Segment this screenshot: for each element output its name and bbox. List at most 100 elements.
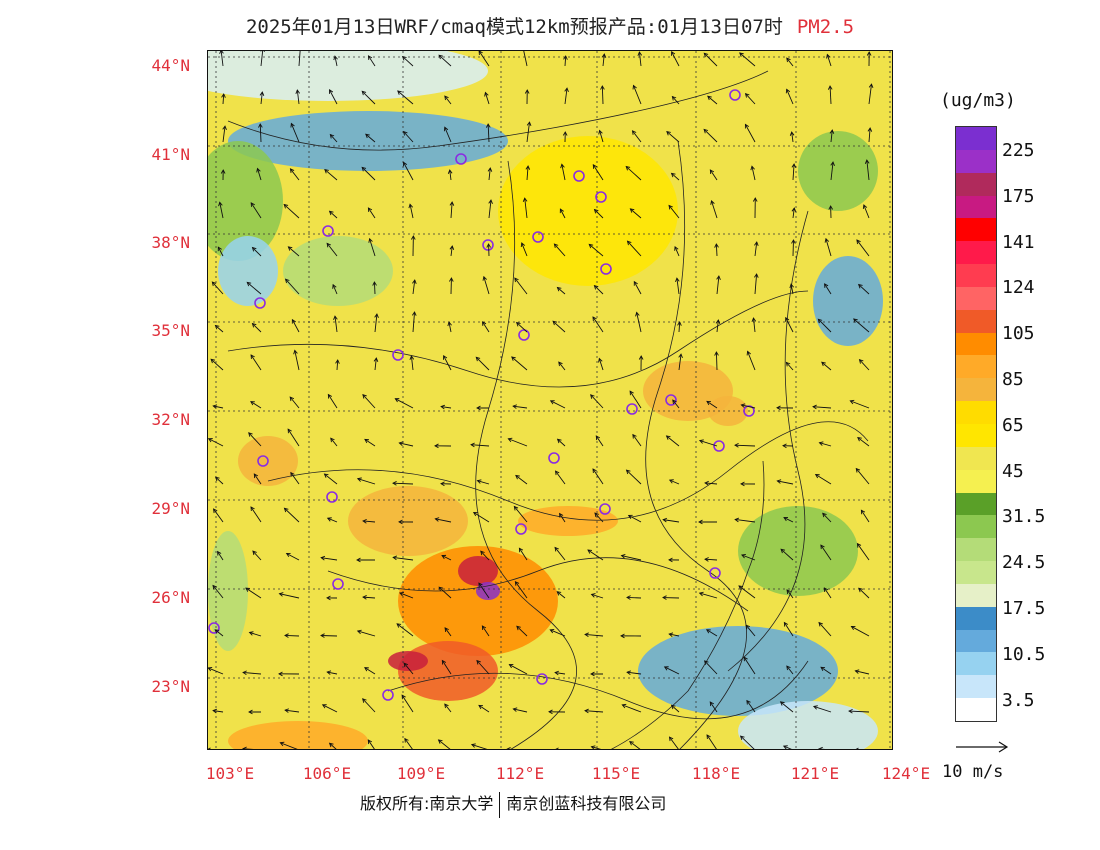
- wind-vector: [783, 745, 792, 749]
- wind-vector: [367, 739, 375, 749]
- wind-vector: [246, 282, 262, 295]
- wind-vector-head: [830, 161, 835, 166]
- city-marker: [573, 170, 585, 182]
- wind-vector-head: [629, 390, 634, 396]
- wind-vector: [557, 438, 566, 447]
- wind-vector-head: [554, 470, 560, 476]
- wind-vector: [632, 434, 642, 447]
- wind-vector-head: [714, 243, 719, 248]
- wind-vector-head: [744, 92, 750, 98]
- wind-vector-head: [668, 632, 674, 637]
- wind-vector: [250, 401, 262, 409]
- wind-vector: [705, 482, 718, 485]
- wind-vector: [671, 704, 680, 713]
- wind-vector-head: [849, 399, 855, 405]
- colorbar-swatch: [956, 355, 996, 379]
- wind-vector: [393, 556, 414, 561]
- wind-vector-head: [401, 55, 407, 61]
- wind-vector: [866, 160, 870, 181]
- wind-vector: [210, 358, 224, 371]
- wind-vector-head: [212, 708, 218, 714]
- wind-vector-head: [671, 95, 677, 101]
- colorbar-tick-label: 225: [1002, 140, 1035, 161]
- wind-vector-head: [251, 322, 257, 328]
- wind-vector: [745, 624, 756, 637]
- wind-vector-head: [556, 591, 562, 596]
- wind-vector: [513, 708, 528, 713]
- wind-vector: [321, 557, 338, 561]
- map-panel: [207, 50, 893, 750]
- wind-vector: [441, 555, 452, 561]
- wind-vector-head: [663, 666, 669, 671]
- wind-vector-head: [827, 85, 833, 90]
- wind-vector-head: [785, 88, 791, 94]
- wind-vector: [521, 242, 528, 257]
- longitude-label: 106°E: [302, 764, 352, 783]
- wind-vector-head: [295, 89, 301, 94]
- wind-vector: [392, 482, 414, 485]
- wind-vector: [374, 314, 378, 333]
- wind-vector: [851, 626, 870, 637]
- wind-vector: [745, 93, 756, 105]
- wind-vector-head: [706, 400, 712, 406]
- latitude-label: 32°N: [151, 410, 190, 429]
- wind-vector-head: [437, 739, 443, 744]
- wind-vector-head: [821, 361, 826, 367]
- wind-vector: [592, 468, 604, 485]
- wind-vector-head: [396, 623, 402, 628]
- colorbar-swatch: [956, 264, 996, 287]
- wind-vector: [473, 512, 490, 523]
- wind-vector: [513, 506, 528, 523]
- wind-vector-head: [367, 207, 373, 213]
- wind-vector-head: [866, 51, 872, 56]
- wind-vector-head: [475, 356, 481, 362]
- wind-vector-head: [855, 467, 861, 473]
- wind-vector-head: [668, 479, 674, 484]
- wind-vector-head: [440, 481, 445, 487]
- wind-vector-head: [826, 53, 831, 59]
- wind-vector-head: [402, 130, 408, 136]
- wind-vector-head: [555, 747, 559, 749]
- colorbar-swatch: [956, 127, 996, 150]
- wind-vector-head: [856, 542, 862, 548]
- wind-vector-head: [698, 439, 704, 444]
- wind-vector: [444, 127, 452, 143]
- wind-vector-head: [564, 87, 569, 93]
- wind-vector-head: [600, 85, 605, 90]
- wind-vector-head: [476, 659, 481, 665]
- wind-vector: [826, 54, 832, 67]
- city-marker: [332, 578, 344, 590]
- wind-vector-head: [441, 659, 447, 665]
- wind-vector-head: [250, 506, 255, 512]
- wind-vector-head: [219, 51, 224, 54]
- boundary-line: [267, 421, 869, 521]
- wind-vector-head: [782, 443, 787, 449]
- wind-vector: [595, 435, 604, 447]
- city-marker: [532, 231, 544, 243]
- wind-vector: [822, 512, 832, 523]
- colorbar-swatch: [956, 606, 996, 630]
- wind-vector-head: [782, 745, 788, 749]
- wind-vector-head: [326, 670, 332, 675]
- wind-vector-head: [248, 432, 253, 437]
- concentration-area: [228, 111, 508, 171]
- wind-vector: [598, 358, 604, 371]
- wind-vector: [853, 318, 870, 333]
- title: 2025年01月13日WRF/cmaq模式12km预报产品:01月13日07时 P…: [0, 12, 1100, 39]
- wind-vector: [289, 396, 300, 409]
- wind-vector: [298, 51, 301, 67]
- wind-vector: [362, 596, 376, 599]
- latitude-label: 29°N: [151, 499, 190, 518]
- wind-vector: [208, 438, 224, 447]
- wind-vector: [786, 89, 794, 105]
- wind-vector-head: [671, 51, 676, 56]
- wind-vector: [820, 544, 832, 561]
- wind-vector-head: [284, 278, 290, 284]
- concentration-area: [738, 506, 858, 596]
- wind-vector-head: [812, 705, 818, 710]
- wind-vector: [399, 442, 414, 447]
- wind-vector-head: [245, 587, 250, 592]
- wind-vector-head: [278, 592, 284, 597]
- wind-reference-label: 10 m/s: [942, 762, 1004, 782]
- wind-vector: [399, 592, 414, 599]
